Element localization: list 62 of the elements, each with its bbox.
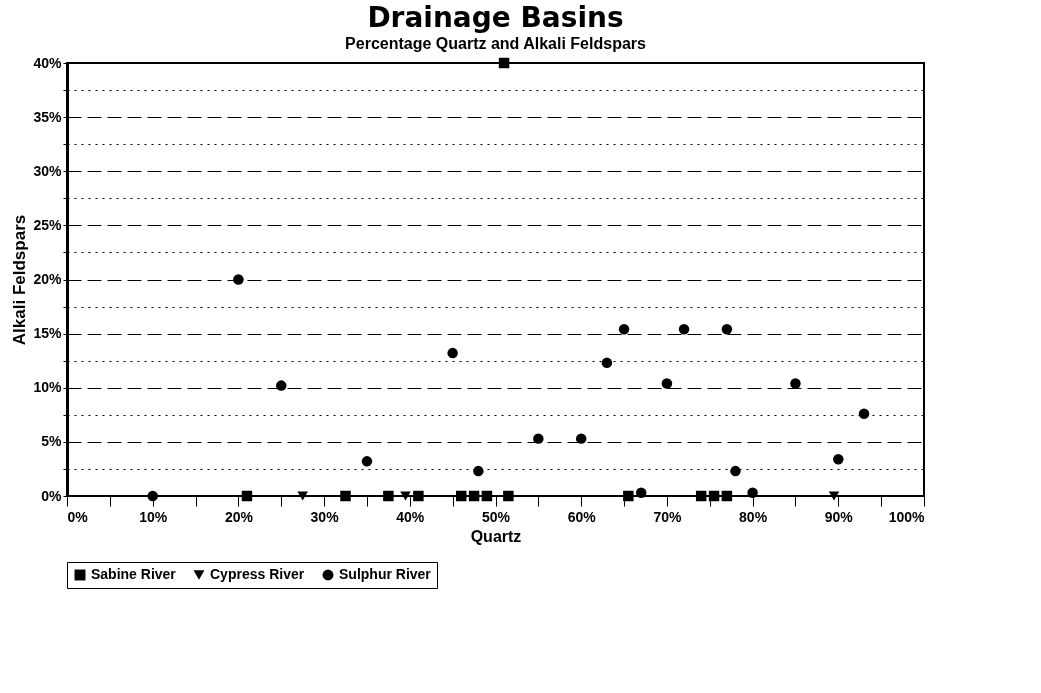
x-tick-label: 90%	[824, 508, 854, 525]
point	[708, 490, 720, 502]
x-tick-label: 100%	[888, 508, 926, 525]
y-tick-label: 5%	[41, 433, 63, 450]
point	[575, 433, 587, 444]
x-tick-label: 10%	[139, 508, 168, 525]
point	[383, 490, 394, 502]
y-tick-label: 30%	[33, 162, 63, 179]
point	[858, 408, 870, 419]
legend-label: Sabine River	[91, 566, 177, 582]
x-tick-label: 20%	[224, 508, 254, 525]
legend-label: Sulphur River	[339, 566, 432, 582]
point	[455, 490, 467, 502]
point	[618, 324, 630, 335]
point	[623, 490, 634, 502]
x-tick-label: 80%	[739, 508, 768, 525]
y-tick-label: 40%	[33, 54, 63, 71]
point	[297, 491, 308, 501]
y-tick-label: 20%	[33, 271, 63, 287]
point	[661, 378, 673, 389]
chart-subtitle: Percentage Quartz and Alkali Feldspars	[345, 35, 647, 52]
x-tick-label: 50%	[481, 508, 511, 525]
point	[747, 487, 758, 498]
point	[413, 490, 424, 502]
x-tick-label: 40%	[396, 508, 425, 525]
point	[473, 465, 484, 477]
point	[721, 324, 733, 335]
x-axis-title: Quartz	[470, 527, 522, 545]
point	[340, 490, 351, 502]
point	[721, 490, 733, 502]
point	[533, 433, 544, 444]
y-tick-label: 10%	[33, 379, 63, 396]
chart-title: Drainage Basins	[367, 1, 624, 34]
point	[635, 487, 647, 498]
point	[481, 490, 493, 502]
point	[241, 490, 253, 502]
point	[601, 357, 613, 369]
x-tick-label: 60%	[567, 508, 597, 525]
x-tick-label: 30%	[310, 508, 340, 525]
point	[790, 378, 801, 389]
point	[361, 456, 373, 467]
point	[828, 491, 840, 501]
y-axis-title: Alkali Feldspars	[10, 214, 30, 346]
point	[447, 347, 458, 359]
y-tick-label: 15%	[33, 325, 63, 342]
point	[695, 490, 707, 502]
point	[276, 380, 287, 391]
point	[147, 490, 158, 502]
point	[833, 453, 844, 465]
point	[503, 490, 514, 502]
legend-label: Cypress River	[210, 566, 305, 582]
point	[233, 274, 244, 285]
x-tick-label: 70%	[653, 508, 682, 525]
y-tick-label: 35%	[33, 108, 63, 125]
x-tick-label: 0%	[67, 508, 89, 525]
point	[678, 324, 690, 335]
point	[400, 491, 411, 501]
y-tick-label: 25%	[33, 216, 63, 233]
point	[730, 465, 741, 477]
y-tick-label: 0%	[41, 487, 63, 504]
point	[498, 57, 510, 69]
point	[468, 490, 480, 502]
